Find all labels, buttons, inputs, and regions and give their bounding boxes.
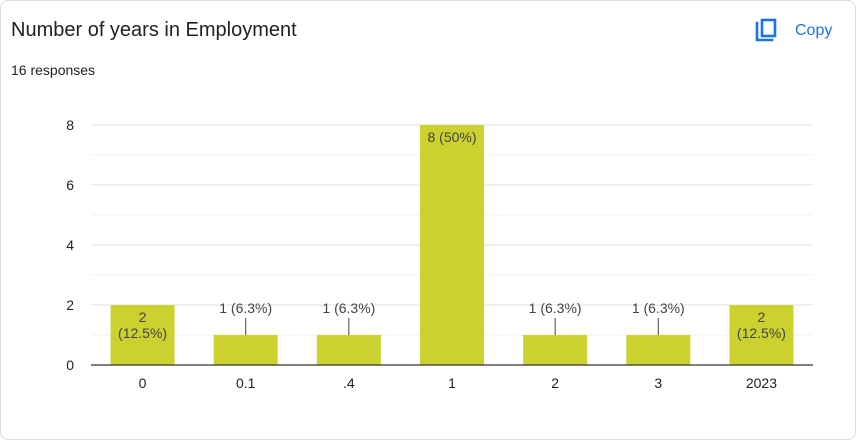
data-label: 8 (50%): [427, 129, 476, 145]
y-tick-label: 8: [66, 117, 74, 133]
y-tick-label: 4: [66, 237, 74, 253]
data-label: 1 (6.3%): [632, 300, 685, 316]
x-tick-label: 3: [654, 375, 662, 391]
data-label: 1 (6.3%): [322, 300, 375, 316]
data-label: 1 (6.3%): [529, 300, 582, 316]
bar: [316, 335, 381, 365]
data-label: (12.5%): [737, 325, 786, 341]
bar: [213, 335, 278, 365]
x-tick-label: .4: [343, 375, 355, 391]
x-tick-label: 2023: [746, 375, 777, 391]
data-label: 1 (6.3%): [219, 300, 272, 316]
x-tick-label: 0: [139, 375, 147, 391]
x-tick-label: 0.1: [236, 375, 256, 391]
x-tick-label: 1: [448, 375, 456, 391]
y-tick-label: 0: [66, 357, 74, 373]
bar: [420, 125, 484, 365]
y-tick-label: 2: [66, 297, 74, 313]
data-label: (12.5%): [118, 325, 167, 341]
copy-label: Copy: [795, 22, 833, 39]
y-tick-label: 6: [66, 177, 74, 193]
copy-button[interactable]: Copy: [753, 15, 832, 47]
data-label: 2: [758, 309, 766, 325]
bar: [626, 335, 691, 365]
x-tick-label: 2: [551, 375, 559, 391]
data-label: 2: [139, 309, 147, 325]
chart-title: Number of years in Employment: [11, 19, 297, 41]
bar: [523, 335, 588, 365]
response-count: 16 responses: [11, 62, 96, 78]
copy-icon: [755, 18, 777, 42]
bar: [729, 305, 794, 365]
bar: [110, 305, 175, 365]
